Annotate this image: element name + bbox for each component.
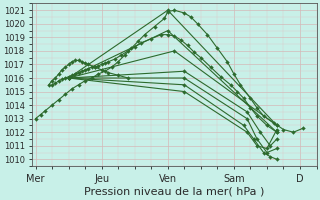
X-axis label: Pression niveau de la mer( hPa ): Pression niveau de la mer( hPa ) xyxy=(84,187,265,197)
